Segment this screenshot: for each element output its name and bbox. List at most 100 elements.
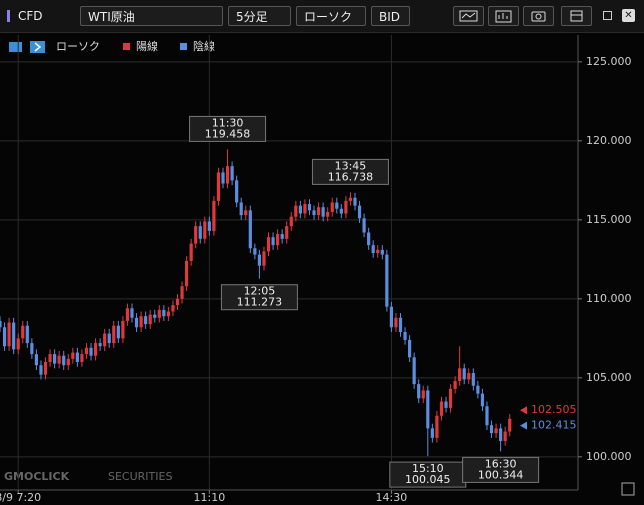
candle-body (344, 200, 348, 214)
draw-button[interactable] (488, 6, 519, 26)
candle-body (257, 254, 262, 266)
candle-body (357, 205, 362, 219)
candle-body (330, 202, 334, 212)
symbol-select[interactable]: WTI原油 (80, 6, 223, 26)
candle-body (25, 325, 29, 344)
candle-body (248, 210, 252, 249)
candle-body (494, 428, 498, 434)
candle-body (134, 317, 139, 328)
candle-body (376, 249, 380, 254)
candle-body (298, 205, 302, 214)
candle-body (48, 354, 52, 363)
candle-body (116, 325, 120, 339)
candle-body (184, 260, 189, 287)
candle-body (448, 388, 453, 408)
candle-body (180, 286, 184, 299)
candle-body (84, 347, 89, 355)
candle-body (398, 317, 403, 333)
candle-body (348, 197, 353, 201)
candle-body (362, 218, 366, 233)
annotation-time: 12:05 (244, 285, 276, 298)
candle-body (408, 339, 412, 358)
candle-body (280, 234, 284, 239)
candle-body (244, 210, 248, 216)
y-tick-label: 115.000 (586, 213, 632, 226)
candle-body (316, 207, 321, 216)
candle-body (285, 226, 289, 239)
candle-body (7, 322, 11, 347)
toolbar: CFD WTI原油 5分足 ローソク BID ✕ (0, 0, 644, 33)
candle-body (458, 368, 462, 381)
legend-down-swatch (180, 43, 187, 50)
legend-toggle-arrow (34, 42, 42, 52)
candle-body (212, 200, 216, 231)
annotation-price: 111.273 (237, 296, 283, 309)
current-price: 102.415 (531, 419, 577, 432)
candle-body (489, 425, 494, 434)
candle-body (216, 172, 221, 201)
legend-icon[interactable] (9, 42, 22, 52)
candle-body (66, 358, 70, 366)
candle-body (435, 415, 439, 438)
candle-body (198, 226, 202, 239)
candle-body (480, 393, 485, 407)
candle-body (271, 237, 275, 246)
candle-body (430, 428, 434, 438)
price-marker (520, 406, 527, 415)
legend-up-swatch (123, 43, 130, 50)
candle-body (121, 320, 125, 339)
candle-body (421, 390, 425, 399)
window-button[interactable] (561, 6, 592, 26)
candle-body (30, 343, 34, 355)
annotation-time: 13:45 (335, 159, 367, 172)
indicator-button[interactable] (453, 6, 484, 26)
candle-body (203, 221, 207, 239)
candle-body (321, 207, 325, 217)
close-button[interactable]: ✕ (622, 9, 635, 22)
candle-body (417, 384, 421, 399)
interval-select[interactable]: 5分足 (228, 6, 291, 26)
chart: ローソク 陽線 陰線 GMOCLICK SECURITIES 100.000 10… (0, 35, 635, 504)
candle-body (189, 243, 193, 261)
annotation-time: 11:30 (212, 116, 244, 129)
candle-body (148, 314, 152, 325)
side-select[interactable]: BID (371, 6, 410, 26)
icon (570, 10, 583, 22)
candle-body (175, 298, 180, 306)
annotation-time: 16:30 (485, 457, 517, 470)
candle-body (353, 197, 357, 206)
annotation-box (220, 284, 298, 311)
chart-style-select[interactable]: ローソク (296, 6, 366, 26)
candle-body (12, 322, 16, 350)
candle-body (380, 249, 384, 255)
legend-toggle[interactable] (30, 41, 45, 53)
candle-body (508, 418, 512, 432)
screenshot-button[interactable] (523, 6, 554, 26)
candle-body (335, 202, 339, 209)
candle-body (262, 251, 266, 266)
candle-body (34, 354, 39, 366)
candle-body (2, 327, 7, 347)
maximize-button[interactable] (603, 11, 612, 20)
price-marker (520, 421, 527, 430)
candle-body (43, 362, 48, 375)
candle-body (385, 254, 389, 307)
resize-button[interactable] (621, 482, 635, 496)
candle-body (371, 245, 375, 254)
candle-body (462, 368, 466, 380)
candle-body (71, 352, 75, 359)
icon (459, 10, 478, 22)
x-tick-label: 8/9 7:20 (0, 491, 41, 504)
candle-body (39, 365, 43, 375)
candle-body (89, 347, 93, 356)
candle-body (162, 309, 166, 317)
candle-body (444, 401, 448, 408)
candle-body (303, 204, 307, 214)
candle-body (93, 343, 98, 356)
candle-body (307, 204, 312, 211)
candle-body (453, 380, 457, 389)
candle-body (439, 401, 444, 416)
candle-body (394, 317, 398, 328)
candle-body (157, 309, 161, 318)
candle-body (225, 166, 230, 184)
